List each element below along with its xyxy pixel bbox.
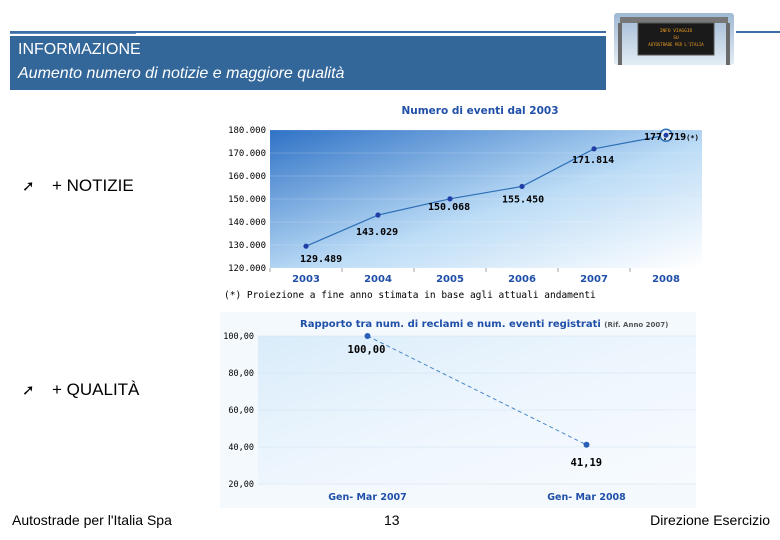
- chart1-plot-area: [270, 130, 702, 268]
- title-line-2: Aumento numero di notizie e maggiore qua…: [18, 65, 345, 82]
- sign-line-1: INFO VIAGGIO: [660, 28, 693, 34]
- chart1-xtick-label: 2005: [436, 274, 464, 285]
- svg-text:Rapporto tra num. di reclami e: Rapporto tra num. di reclami e num. even…: [300, 319, 668, 330]
- chart1-ytick-label: 120.000: [228, 264, 266, 274]
- footnote: (*) Proiezione a fine anno stimata in ba…: [224, 290, 596, 301]
- chart1-xtick-label: 2007: [580, 274, 608, 285]
- chart1-title: Numero di eventi dal 2003: [401, 105, 558, 117]
- chart2-point: [364, 333, 371, 339]
- chart2-ytick-label: 20,00: [228, 480, 254, 490]
- footer-department: Direzione Esercizio: [650, 512, 770, 528]
- chart1-point: [303, 243, 309, 249]
- sign-line-3: AUTOSTRADE PER L'ITALIA: [648, 42, 704, 47]
- chart1-projection-marker: (*): [686, 134, 699, 142]
- chart1-data-label: 171.814: [572, 155, 614, 166]
- chart2-xtick-label: Gen- Mar 2007: [328, 492, 407, 503]
- top-rule: [10, 31, 606, 33]
- page-number: 13: [384, 512, 400, 528]
- chart1-point: [519, 183, 525, 190]
- chart1-ytick-label: 180.000: [228, 126, 266, 136]
- chart1-data-label: 143.029: [356, 227, 398, 238]
- highway-sign-image: INFO VIAGGIO SU AUTOSTRADE PER L'ITALIA: [614, 13, 734, 65]
- complaints-ratio-chart: Rapporto tra num. di reclami e num. even…: [220, 312, 696, 508]
- chart2-data-label: 100,00: [348, 344, 386, 356]
- chart2-data-label: 41,19: [571, 457, 603, 469]
- chart2-title-suffix: (Rif. Anno 2007): [604, 321, 668, 329]
- bullet-qualita: ➚ + QUALITÀ: [22, 380, 139, 400]
- chart2-xtick-label: Gen- Mar 2008: [547, 492, 626, 503]
- chart1-ytick-label: 160.000: [228, 172, 266, 182]
- bullet-label: + NOTIZIE: [52, 176, 134, 195]
- chart1-ytick-label: 140.000: [228, 218, 266, 228]
- bullet-notizie: ➚ + NOTIZIE: [22, 176, 134, 196]
- footer-company: Autostrade per l'Italia Spa: [12, 512, 172, 528]
- chart2-ytick-label: 100,00: [223, 332, 254, 342]
- chart2-title: Rapporto tra num. di reclami e num. even…: [300, 319, 601, 330]
- chart1-xtick-label: 2003: [292, 274, 320, 285]
- chart1-point-center: [663, 132, 669, 138]
- chart1-xtick-label: 2004: [364, 274, 392, 285]
- bullet-label: + QUALITÀ: [52, 380, 140, 399]
- sign-line-2: SU: [673, 35, 679, 41]
- chart1-data-label: 155.450: [502, 194, 544, 205]
- chart2-ytick-label: 80,00: [228, 369, 254, 379]
- chart1-xtick-label: 2008: [652, 274, 680, 285]
- chart1-point: [375, 212, 381, 218]
- chart1-point: [447, 196, 453, 202]
- chart1-ytick-label: 130.000: [228, 241, 266, 251]
- chart1-data-label: 129.489: [300, 254, 342, 265]
- chart1-ytick-label: 150.000: [228, 195, 266, 205]
- title-line-1: INFORMAZIONE: [18, 41, 141, 58]
- title-banner: INFORMAZIONE Aumento numero di notizie e…: [10, 36, 606, 90]
- chart2-ytick-label: 40,00: [228, 443, 254, 453]
- chart2-series-line: [367, 335, 587, 446]
- chart1-point: [591, 146, 597, 152]
- chart1-xtick-label: 2006: [508, 274, 536, 285]
- chart1-data-label: 150.068: [428, 202, 470, 213]
- events-line-chart: Numero di eventi dal 2003 120.000 130.000…: [228, 105, 702, 285]
- arrow-ne-icon: ➚: [22, 177, 35, 195]
- chart1-data-label: 177.719(*): [644, 132, 699, 143]
- arrow-ne-icon: ➚: [22, 381, 35, 399]
- chart1-series-line: [305, 134, 667, 247]
- chart2-point: [583, 441, 590, 448]
- chart1-ytick-label: 170.000: [228, 149, 266, 159]
- chart2-ytick-label: 60,00: [228, 406, 254, 416]
- top-rule-right: [736, 31, 780, 33]
